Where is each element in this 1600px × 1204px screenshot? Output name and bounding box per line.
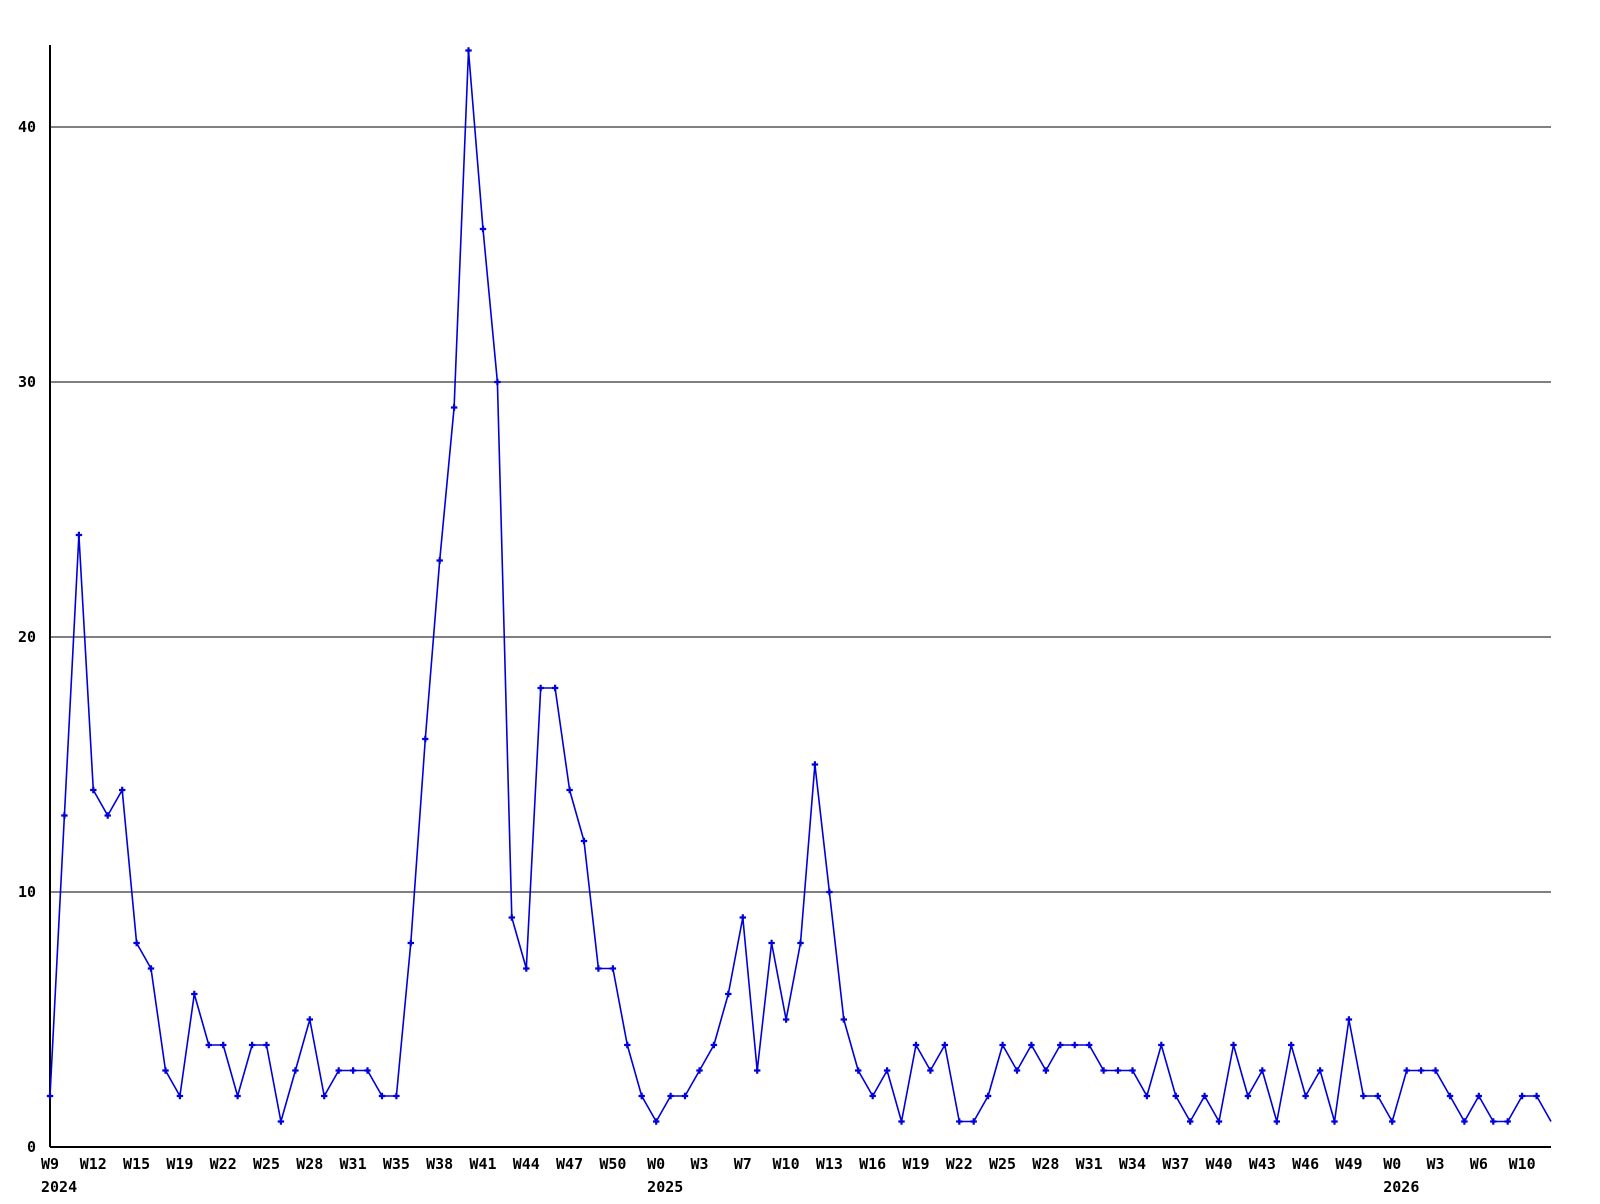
- x-tick-label: W15: [123, 1155, 150, 1173]
- x-tick-label: W19: [166, 1155, 193, 1173]
- y-tick-labels: 0 10 20 30 40: [18, 118, 36, 1156]
- x-tick-labels: W9 W12 W15 W19 W22 W25 W28 W31 W35 W38 W41 W44 W47 W5…: [41, 1155, 1536, 1173]
- x-tick-label: W7: [734, 1155, 752, 1173]
- year-label: 2025: [647, 1178, 683, 1196]
- x-tick-label: W37: [1162, 1155, 1189, 1173]
- y-tick-label: 40: [18, 118, 36, 136]
- data-point-markers: [46, 47, 1540, 1125]
- year-label: 2024: [41, 1178, 77, 1196]
- x-tick-label: W13: [816, 1155, 843, 1173]
- x-tick-label: W10: [773, 1155, 800, 1173]
- x-tick-label: W50: [599, 1155, 626, 1173]
- x-tick-label: W49: [1335, 1155, 1362, 1173]
- x-tick-label: W22: [946, 1155, 973, 1173]
- x-tick-label: W3: [1427, 1155, 1445, 1173]
- data-line: [49, 49, 1552, 1123]
- y-tick-label: 30: [18, 373, 36, 391]
- x-tick-label: W0: [1383, 1155, 1401, 1173]
- x-tick-label: W38: [426, 1155, 453, 1173]
- x-tick-label: W0: [647, 1155, 665, 1173]
- x-tick-label: W9: [41, 1155, 59, 1173]
- x-tick-label: W28: [1032, 1155, 1059, 1173]
- year-labels: 2024 2025 2026: [41, 1178, 1419, 1196]
- x-tick-label: W40: [1206, 1155, 1233, 1173]
- x-tick-label: W16: [859, 1155, 886, 1173]
- x-tick-label: W25: [989, 1155, 1016, 1173]
- x-tick-label: W3: [690, 1155, 708, 1173]
- x-tick-label: W22: [210, 1155, 237, 1173]
- x-tick-label: W41: [469, 1155, 496, 1173]
- x-tick-label: W25: [253, 1155, 280, 1173]
- x-tick-label: W43: [1249, 1155, 1276, 1173]
- x-tick-label: W47: [556, 1155, 583, 1173]
- x-tick-label: W19: [902, 1155, 929, 1173]
- x-tick-label: W34: [1119, 1155, 1146, 1173]
- x-tick-label: W35: [383, 1155, 410, 1173]
- x-tick-label: W31: [1076, 1155, 1103, 1173]
- y-tick-label: 0: [27, 1138, 36, 1156]
- x-tick-label: W10: [1509, 1155, 1536, 1173]
- x-tick-label: W6: [1470, 1155, 1488, 1173]
- year-label: 2026: [1383, 1178, 1419, 1196]
- y-tick-label: 10: [18, 883, 36, 901]
- x-tick-label: W44: [513, 1155, 540, 1173]
- y-tick-label: 20: [18, 628, 36, 646]
- x-tick-label: W31: [340, 1155, 367, 1173]
- x-tick-label: W12: [80, 1155, 107, 1173]
- x-tick-label: W28: [296, 1155, 323, 1173]
- axes: [49, 45, 1551, 1148]
- x-tick-label: W46: [1292, 1155, 1319, 1173]
- y-gridlines: [50, 126, 1551, 893]
